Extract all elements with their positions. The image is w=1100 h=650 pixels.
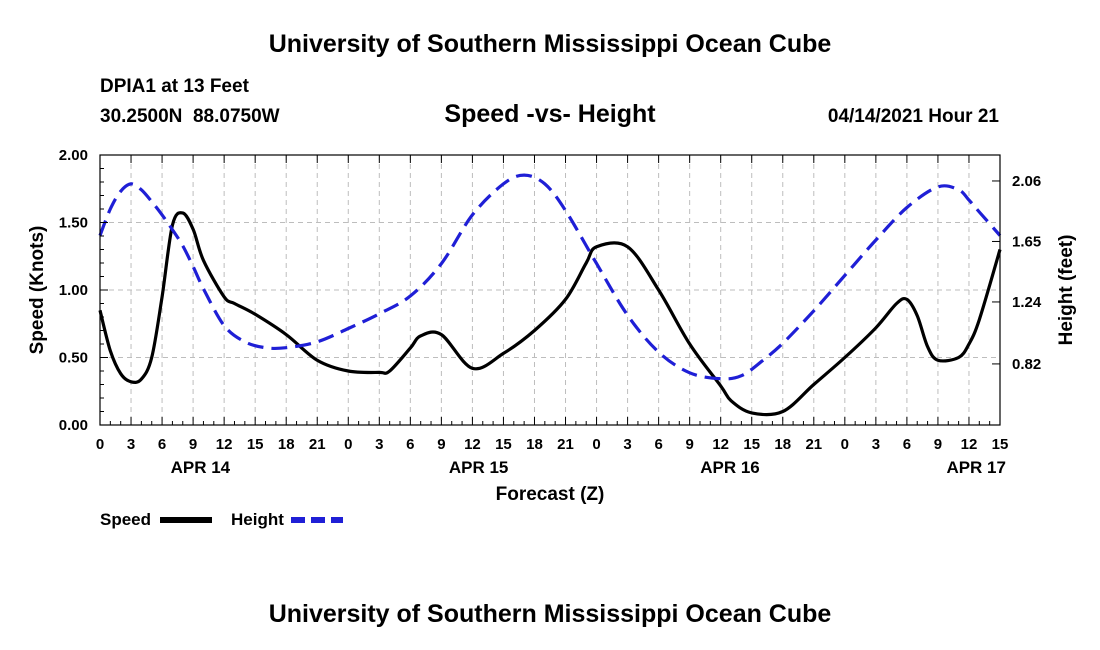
x-tick-label: 9 [437, 436, 445, 453]
x-tick-label: 3 [375, 436, 383, 453]
forecast-date-label: 04/14/2021 Hour 21 [827, 106, 999, 127]
y-axis-title: Speed (Knots) [27, 226, 48, 355]
chart-ticks [99, 154, 1001, 426]
x-tick-label: 18 [774, 436, 791, 453]
chart-labels: 0 3 6 9 12 15 18 21 0 3 6 9 12 15 18 21 0 3 6 9 12 15 18 21 0 3 6 9… [27, 147, 1077, 505]
x-tick-label: 0 [344, 436, 352, 453]
x-tick-label: 0 [96, 436, 104, 453]
x-tick-label: 12 [464, 436, 481, 453]
x-tick-label: 12 [216, 436, 233, 453]
x-tick-label: 15 [247, 436, 264, 453]
chart-grid [100, 155, 1000, 425]
footer-title: University of Southern Mississippi Ocean… [268, 600, 832, 628]
x-tick-label: 12 [961, 436, 978, 453]
y-tick-label: 1.50 [59, 215, 88, 232]
coordinates-label: 30.2500N 88.0750W [100, 106, 280, 127]
y-tick-label: 0.50 [59, 350, 88, 367]
y-tick-label: 0.00 [59, 417, 88, 434]
y2-tick-label: 0.82 [1012, 356, 1041, 373]
x-tick-label: 15 [992, 436, 1009, 453]
y-tick-label: 1.00 [59, 282, 88, 299]
y2-tick-label: 1.24 [1012, 294, 1042, 311]
x-tick-label: 21 [805, 436, 822, 453]
x-tick-label: 0 [841, 436, 849, 453]
date-label: APR 17 [946, 458, 1006, 477]
x-tick-label: 15 [495, 436, 512, 453]
x-tick-label: 12 [712, 436, 729, 453]
chart-series-layer [98, 173, 1002, 417]
x-tick-label: 6 [654, 436, 662, 453]
x-tick-label: 3 [127, 436, 135, 453]
x-axis-title: Forecast (Z) [496, 484, 605, 505]
x-tick-label: 21 [309, 436, 326, 453]
x-tick-label: 21 [557, 436, 574, 453]
y-tick-label: 2.00 [59, 147, 88, 164]
x-tick-label: 9 [189, 436, 197, 453]
legend-label: Speed [100, 510, 151, 529]
speed-series-line [98, 211, 1002, 417]
y2-tick-label: 1.65 [1012, 233, 1041, 250]
x-tick-label: 9 [934, 436, 942, 453]
y2-tick-label: 2.06 [1012, 173, 1041, 190]
x-tick-label: 15 [743, 436, 760, 453]
y2-axis-title: Height (feet) [1056, 235, 1077, 346]
date-label: APR 15 [449, 458, 509, 477]
legend: Speed Height [100, 510, 343, 529]
header-title: University of Southern Mississippi Ocean… [268, 30, 832, 58]
date-label: APR 16 [700, 458, 760, 477]
station-label: DPIA1 at 13 Feet [100, 76, 249, 97]
x-tick-label: 6 [406, 436, 414, 453]
x-tick-label: 18 [278, 436, 295, 453]
chart-title: Speed -vs- Height [444, 100, 656, 128]
legend-label: Height [231, 510, 284, 529]
x-tick-label: 6 [903, 436, 911, 453]
x-tick-label: 6 [158, 436, 166, 453]
x-tick-label: 9 [685, 436, 693, 453]
height-series-line [98, 173, 1002, 381]
date-label: APR 14 [171, 458, 231, 477]
x-tick-label: 3 [623, 436, 631, 453]
x-tick-label: 3 [872, 436, 880, 453]
x-tick-label: 18 [526, 436, 543, 453]
x-tick-label: 0 [592, 436, 600, 453]
